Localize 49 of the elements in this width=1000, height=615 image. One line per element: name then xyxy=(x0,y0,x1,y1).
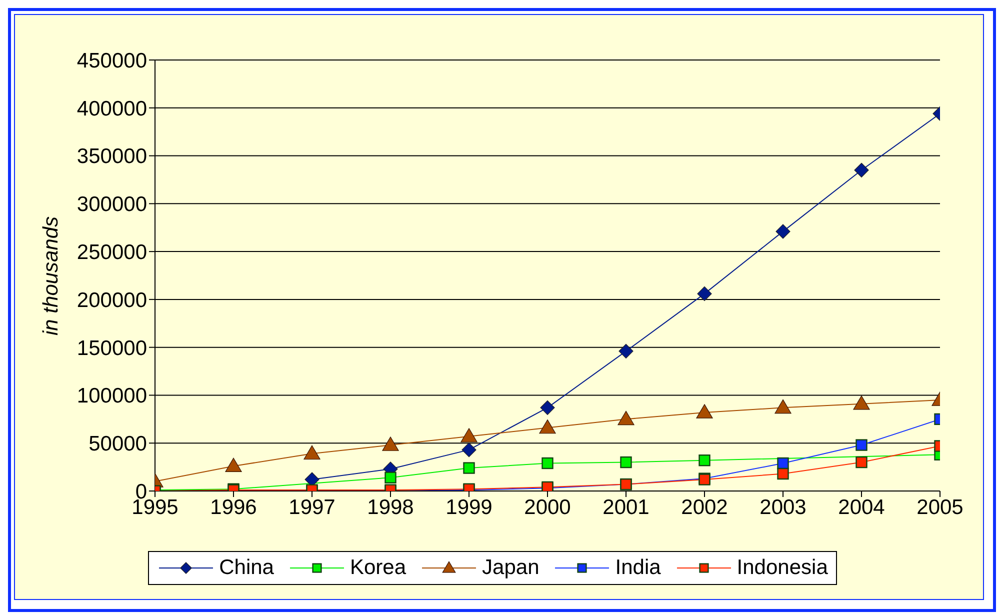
point xyxy=(460,428,478,442)
point xyxy=(382,436,399,451)
point xyxy=(620,456,632,468)
y-tick-label: 250000 xyxy=(76,241,147,264)
point xyxy=(696,404,713,418)
x-tick-label: 2002 xyxy=(681,496,728,519)
y-tick-label: 400000 xyxy=(76,97,147,120)
x-tick-label: 2004 xyxy=(838,496,886,519)
point xyxy=(225,458,242,472)
y-tick-label: 300000 xyxy=(76,193,147,216)
point xyxy=(618,344,634,358)
point xyxy=(698,454,710,466)
y-axis-title: in thousands xyxy=(39,216,62,336)
legend-label: China xyxy=(219,556,274,580)
x-tick-label: 1996 xyxy=(210,496,257,519)
y-tick-label: 200000 xyxy=(76,288,147,312)
x-tick-label: 1997 xyxy=(288,496,336,519)
point xyxy=(776,224,790,239)
x-tick-label: 1998 xyxy=(367,496,414,519)
x-tick-label: 2001 xyxy=(602,496,650,519)
point xyxy=(854,162,869,178)
x-tick-label: 2000 xyxy=(524,496,571,519)
point xyxy=(384,472,396,484)
y-tick-label: 450000 xyxy=(76,49,147,72)
legend-label: India xyxy=(615,556,661,580)
point xyxy=(304,445,320,460)
y-tick-label: 100000 xyxy=(76,384,147,408)
y-tick-label: 350000 xyxy=(76,145,147,168)
legend-label: Korea xyxy=(350,556,406,580)
x-tick-label: 2005 xyxy=(916,496,964,519)
point xyxy=(618,410,634,426)
legend-label: Japan xyxy=(482,556,540,580)
point xyxy=(697,286,712,301)
x-tick-label: 2003 xyxy=(760,496,806,519)
y-tick-label: 150000 xyxy=(76,336,147,360)
legend-label: Indonesia xyxy=(736,556,828,580)
point xyxy=(540,400,555,415)
point xyxy=(539,419,556,434)
point xyxy=(856,439,868,451)
y-tick-label: 50000 xyxy=(88,432,147,456)
point xyxy=(777,468,789,480)
point xyxy=(463,462,475,474)
point xyxy=(777,457,789,470)
point xyxy=(774,399,792,414)
x-tick-label: 1999 xyxy=(446,496,492,519)
point xyxy=(853,396,870,410)
point xyxy=(462,442,476,458)
point xyxy=(542,457,554,470)
point xyxy=(856,456,868,468)
